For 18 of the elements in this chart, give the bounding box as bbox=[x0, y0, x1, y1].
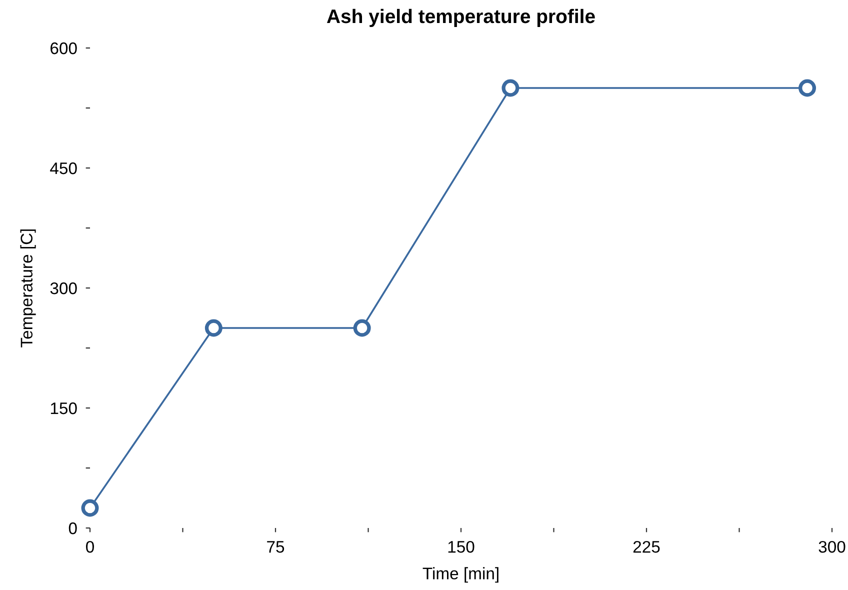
y-tick-label: 600 bbox=[50, 42, 77, 54]
x-axis-title: Time [min] bbox=[422, 567, 498, 583]
y-tick-label: 0 bbox=[68, 522, 77, 534]
y-axis-title: Temperature [C] bbox=[20, 229, 36, 348]
x-tick-label: 225 bbox=[633, 540, 660, 553]
x-tick-label: 150 bbox=[448, 540, 474, 553]
point bbox=[502, 79, 520, 97]
x-tick-label: 0 bbox=[86, 540, 94, 553]
y-tick-label: 150 bbox=[50, 402, 77, 414]
y-tick-label: 300 bbox=[50, 282, 77, 294]
point bbox=[798, 79, 816, 97]
point bbox=[204, 319, 222, 337]
y-tick-label: 450 bbox=[50, 162, 77, 174]
x-tick-label: 75 bbox=[267, 541, 284, 553]
point bbox=[353, 319, 371, 337]
x-tick-label: 300 bbox=[818, 540, 846, 553]
chart-title: Ash yield temperature profile bbox=[326, 8, 595, 28]
point bbox=[81, 499, 99, 517]
